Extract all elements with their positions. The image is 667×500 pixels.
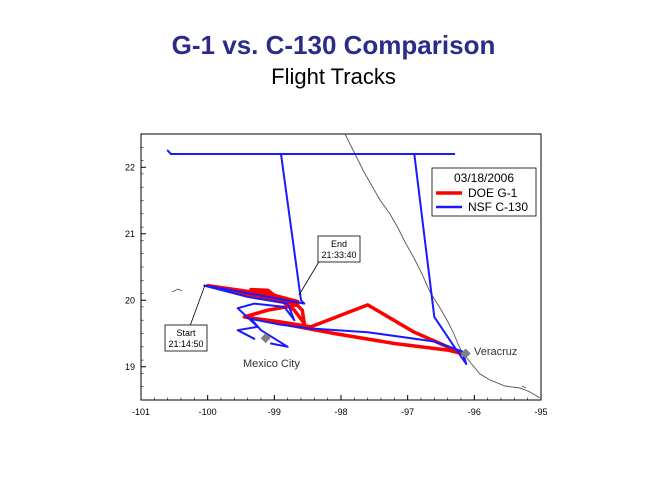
end-callout-box xyxy=(317,235,361,263)
start-callout-box xyxy=(164,324,208,352)
city-marker-veracruz xyxy=(460,348,471,359)
x-tick-label: -98 xyxy=(334,407,347,417)
city-label-veracruz: Veracruz xyxy=(474,346,517,358)
coastline-islet xyxy=(521,385,527,389)
end-leader-line xyxy=(298,259,321,296)
city-markers xyxy=(260,333,471,359)
x-tick-label: -96 xyxy=(468,407,481,417)
y-tick-label: 19 xyxy=(125,362,135,372)
coastline xyxy=(344,134,541,399)
page-subtitle: Flight Tracks xyxy=(271,64,396,89)
x-tick-label: -97 xyxy=(401,407,414,417)
start-time: 21:14:50 xyxy=(168,339,203,349)
end-annotation: End 21:33:40 xyxy=(298,235,361,296)
legend-date: 03/18/2006 xyxy=(454,171,514,185)
track-nsf-c-130 xyxy=(166,149,468,366)
y-axis: 19 20 21 22 xyxy=(125,133,146,401)
start-label: Start xyxy=(176,328,196,338)
y-tick-label: 21 xyxy=(125,229,135,239)
end-time: 21:33:40 xyxy=(321,250,356,260)
x-tick-label: -101 xyxy=(132,407,150,417)
start-annotation: Start 21:14:50 xyxy=(164,284,208,352)
legend-label-nsf-c130: NSF C-130 xyxy=(468,200,528,214)
coastline-islet xyxy=(171,288,183,293)
x-axis: -101 -100 -99 -98 -97 -96 -95 xyxy=(132,395,548,417)
x-tick-label: -100 xyxy=(199,407,217,417)
start-leader-line xyxy=(189,284,206,327)
page-title: G-1 vs. C-130 Comparison xyxy=(171,30,496,60)
city-marker-mexico-city xyxy=(260,333,271,344)
city-label-mexico-city: Mexico City xyxy=(243,358,300,370)
y-tick-label: 20 xyxy=(125,295,135,305)
end-label: End xyxy=(331,239,347,249)
x-tick-label: -95 xyxy=(534,407,547,417)
flight-tracks xyxy=(166,149,468,366)
y-tick-label: 22 xyxy=(125,162,135,172)
x-tick-label: -99 xyxy=(268,407,281,417)
legend: 03/18/2006 DOE G-1 NSF C-130 xyxy=(431,167,537,217)
legend-label-doe-g1: DOE G-1 xyxy=(468,186,518,200)
